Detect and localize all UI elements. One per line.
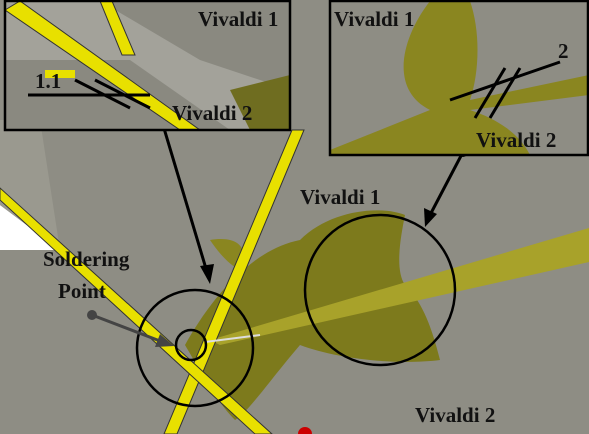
page: Vivaldi 1 Vivaldi 2 Soldering Point 1.1 … [0, 0, 589, 434]
label: Vivaldi 1 [300, 185, 380, 209]
dimension-label: 2 [558, 39, 569, 63]
callout: Soldering [43, 247, 130, 271]
arrow-dot [87, 310, 97, 320]
figure: Vivaldi 1 Vivaldi 2 Soldering Point 1.1 … [0, 0, 589, 434]
label: Vivaldi 1 [198, 7, 278, 31]
dimension-label: 1.1 [35, 69, 61, 93]
label: Vivaldi 2 [172, 101, 252, 125]
label: Vivaldi 2 [415, 403, 495, 427]
callout: Point [58, 279, 106, 303]
inset-right: 2 Vivaldi 1 Vivaldi 2 [330, 1, 589, 155]
label: Vivaldi 2 [476, 128, 556, 152]
label: Vivaldi 1 [334, 7, 414, 31]
inset-left: 1.1 Vivaldi 1 Vivaldi 2 [5, 1, 290, 130]
